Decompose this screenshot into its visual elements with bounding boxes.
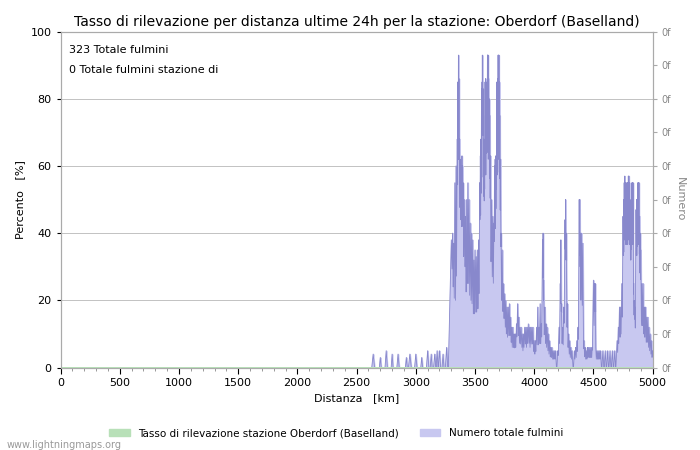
Title: Tasso di rilevazione per distanza ultime 24h per la stazione: Oberdorf (Basellan: Tasso di rilevazione per distanza ultime… <box>74 15 639 29</box>
Y-axis label: Percento   [%]: Percento [%] <box>15 160 25 239</box>
Legend: Tasso di rilevazione stazione Oberdorf (Baselland), Numero totale fulmini: Tasso di rilevazione stazione Oberdorf (… <box>105 424 567 442</box>
X-axis label: Distanza   [km]: Distanza [km] <box>314 393 399 404</box>
Text: 323 Totale fulmini: 323 Totale fulmini <box>69 45 169 55</box>
Y-axis label: Numero: Numero <box>675 177 685 222</box>
Text: 0 Totale fulmini stazione di: 0 Totale fulmini stazione di <box>69 65 219 75</box>
Text: www.lightningmaps.org: www.lightningmaps.org <box>7 440 122 450</box>
